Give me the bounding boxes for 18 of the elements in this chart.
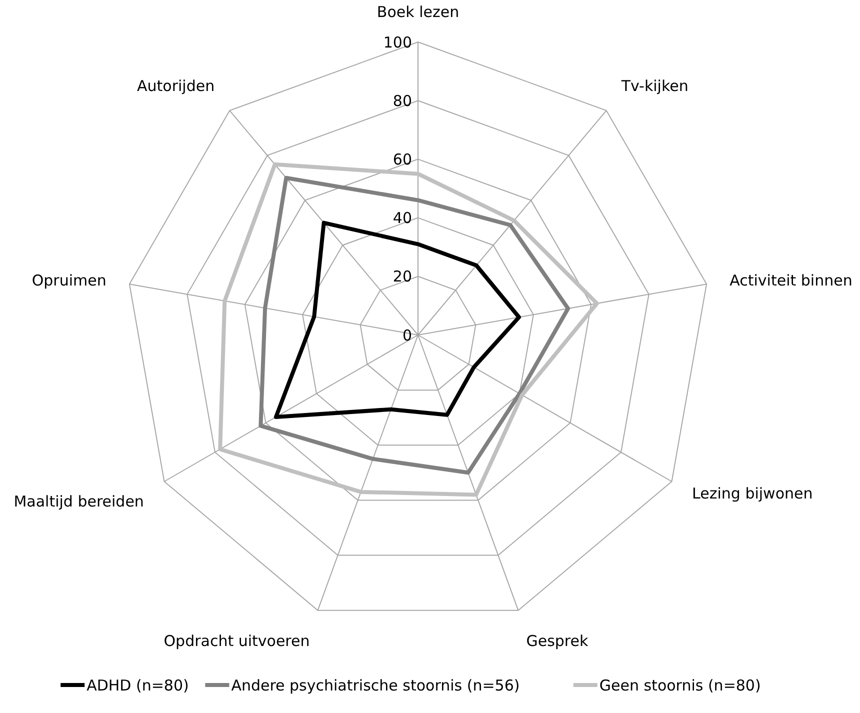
- legend-label: Geen stoornis (n=80): [599, 676, 761, 694]
- y-tick-label: 20: [392, 268, 412, 286]
- spoke-label: Autorijden: [137, 77, 215, 96]
- y-tick-label: 60: [392, 150, 412, 168]
- spoke-label: Boek lezen: [376, 3, 460, 22]
- y-tick-label: 80: [392, 92, 412, 110]
- spoke-label: Maaltijd bereiden: [14, 492, 144, 511]
- legend-label: ADHD (n=80): [86, 676, 189, 694]
- y-tick-label: 40: [392, 209, 412, 228]
- spoke-label: Activiteit binnen: [730, 271, 852, 290]
- spoke-label: Tv-kijken: [620, 77, 688, 96]
- spoke-label: Opruimen: [32, 271, 106, 290]
- y-tick-label: 0: [402, 326, 412, 344]
- spoke-label: Gesprek: [526, 632, 588, 650]
- legend-label: Andere psychiatrische stoornis (n=56): [231, 676, 520, 694]
- spoke-label: Opdracht uitvoeren: [164, 632, 310, 650]
- y-tick-label: 100: [383, 33, 412, 52]
- spoke-label: Lezing bijwonen: [692, 484, 813, 502]
